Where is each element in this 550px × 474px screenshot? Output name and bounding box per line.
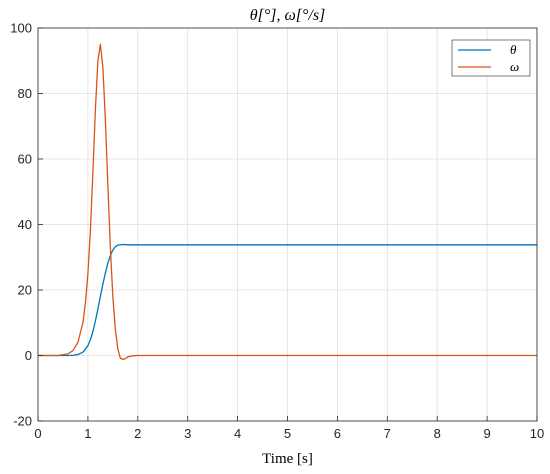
x-tick-label: 3 [184,426,191,441]
x-tick-label: 8 [434,426,441,441]
chart-title: θ[°], ω[°/s] [250,7,326,24]
x-axis-label: Time [s] [262,451,313,467]
legend-box [451,39,531,77]
y-tick-label: 80 [18,86,32,101]
y-tick-label: 40 [18,217,32,232]
series-layer [38,43,537,361]
x-tick-label: 6 [334,426,341,441]
y-tick-label: 100 [10,21,32,36]
series-line-omega [38,43,537,361]
x-tick-label: 1 [84,426,91,441]
x-tick-label: 2 [134,426,141,441]
x-tick-label: 7 [384,426,391,441]
legend: θ ω [451,39,531,77]
x-tick-label: 9 [483,426,490,441]
x-tick-label: 10 [530,426,544,441]
legend-label-omega: ω [510,59,519,74]
y-tick-label: -20 [13,414,32,429]
x-tick-label: 4 [234,426,241,441]
y-tick-label: 0 [25,348,32,363]
x-tick-label: 0 [34,426,41,441]
legend-label-theta: θ [510,42,517,57]
ticks [37,27,538,422]
y-tick-label: 60 [18,152,32,167]
x-tick-label: 5 [284,426,291,441]
y-tick-label: 20 [18,283,32,298]
